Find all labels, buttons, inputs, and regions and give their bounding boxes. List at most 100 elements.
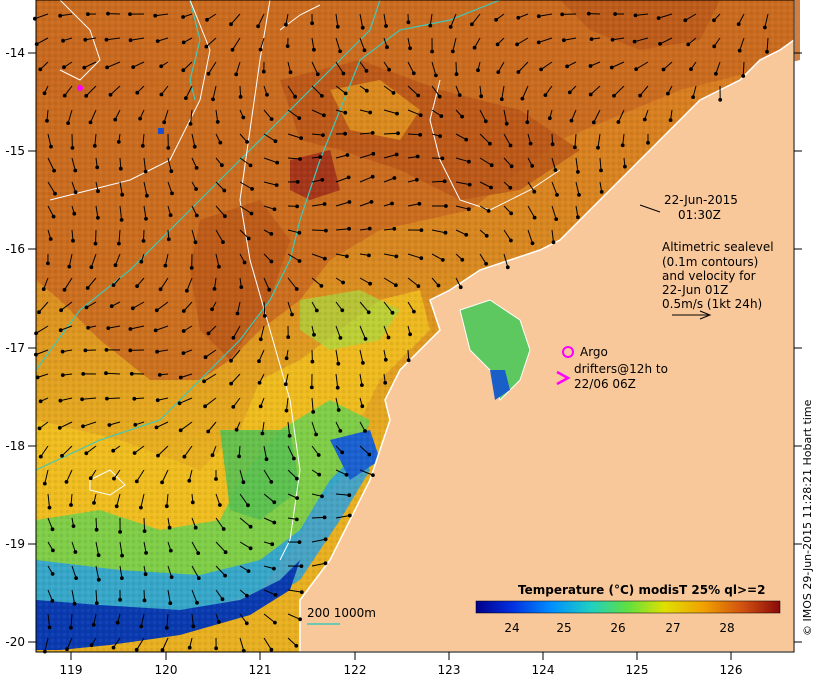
- velocity-arrowhead: [484, 261, 489, 266]
- velocity-arrow: [35, 325, 49, 334]
- velocity-arrowhead: [154, 425, 159, 430]
- velocity-arrowhead: [642, 117, 647, 122]
- velocity-arrow: [311, 421, 317, 435]
- velocity-arrowhead: [88, 120, 93, 125]
- velocity-arrow: [613, 85, 625, 97]
- velocity-arrowhead: [683, 18, 688, 23]
- velocity-arrowhead: [370, 131, 375, 135]
- velocity-arrow: [106, 37, 121, 41]
- velocity-arrow: [71, 565, 77, 579]
- velocity-arrowhead: [245, 593, 249, 598]
- velocity-arrow: [205, 349, 217, 358]
- velocity-arrow: [230, 13, 241, 25]
- velocity-arrowhead: [50, 527, 55, 532]
- velocity-arrowhead: [128, 327, 133, 331]
- velocity-arrowhead: [143, 169, 148, 174]
- velocity-arrow: [593, 109, 601, 123]
- velocity-arrow: [359, 325, 366, 340]
- velocity-arrowhead: [363, 429, 367, 433]
- velocity-arrowhead: [340, 450, 345, 455]
- velocity-arrowhead: [299, 136, 304, 141]
- velocity-arrow: [215, 109, 219, 122]
- velocity-arrowhead: [620, 143, 625, 148]
- velocity-arrow: [263, 277, 270, 290]
- velocity-arrow: [191, 133, 196, 147]
- velocity-arrowhead: [214, 646, 219, 651]
- lat-tick-15: -15: [5, 144, 802, 158]
- velocity-arrowhead: [248, 524, 253, 529]
- velocity-arrowhead: [139, 259, 144, 264]
- velocity-arrowhead: [221, 240, 225, 245]
- velocity-arrowhead: [220, 163, 224, 168]
- velocity-arrowhead: [434, 73, 438, 78]
- velocity-arrowhead: [269, 480, 274, 484]
- velocity-arrowhead: [104, 37, 109, 42]
- velocity-arrowhead: [167, 525, 172, 530]
- velocity-arrowhead: [241, 480, 246, 485]
- velocity-arrow: [383, 154, 397, 159]
- velocity-arrowhead: [347, 513, 352, 518]
- velocity-arrowhead: [192, 144, 197, 149]
- velocity-arrow: [95, 565, 100, 580]
- velocity-arrow: [87, 277, 97, 289]
- velocity-arrow: [212, 85, 217, 100]
- velocity-arrowhead: [194, 166, 199, 170]
- velocity-arrow: [612, 37, 625, 41]
- velocity-arrowhead: [515, 42, 519, 47]
- velocity-arrow: [287, 445, 295, 459]
- velocity-arrowhead: [508, 143, 513, 148]
- velocity-arrow: [551, 229, 554, 243]
- velocity-arrow: [286, 397, 289, 411]
- velocity-arrowhead: [86, 12, 90, 17]
- velocity-arrowhead: [190, 500, 195, 505]
- velocity-arrow: [501, 85, 505, 100]
- velocity-arrowhead: [82, 65, 87, 70]
- velocity-arrowhead: [203, 404, 208, 409]
- velocity-arrow: [479, 157, 492, 166]
- velocity-arrowhead: [166, 146, 171, 150]
- velocity-arrow: [335, 37, 341, 52]
- velocity-arrowhead: [476, 68, 480, 73]
- velocity-arrowhead: [62, 65, 66, 70]
- velocity-arrow: [237, 301, 241, 314]
- velocity-arrow: [407, 133, 421, 136]
- velocity-arrow: [575, 157, 579, 172]
- velocity-arrow: [239, 157, 251, 166]
- velocity-arrow: [134, 445, 145, 454]
- velocity-arrow: [142, 133, 145, 146]
- velocity-arrowhead: [83, 37, 88, 42]
- velocity-arrow: [95, 229, 97, 244]
- velocity-arrowhead: [460, 114, 465, 119]
- velocity-arrow: [119, 541, 123, 556]
- velocity-arrowhead: [120, 576, 124, 580]
- svg-text:120: 120: [155, 663, 178, 677]
- velocity-arrow: [182, 61, 193, 71]
- velocity-arrowhead: [317, 472, 322, 477]
- velocity-arrowhead: [60, 349, 65, 354]
- velocity-arrowhead: [109, 304, 114, 309]
- velocity-arrowhead: [38, 454, 43, 459]
- velocity-arrow: [140, 613, 145, 627]
- velocity-arrowhead: [262, 314, 267, 318]
- svg-text:28: 28: [719, 621, 734, 635]
- velocity-arrowhead: [286, 335, 291, 340]
- velocity-arrowhead: [132, 396, 137, 401]
- velocity-arrowhead: [52, 168, 56, 173]
- velocity-arrowhead: [58, 13, 63, 18]
- velocity-arrow: [207, 421, 217, 432]
- velocity-arrow: [43, 277, 49, 290]
- velocity-arrowhead: [244, 621, 249, 626]
- velocity-arrowhead: [458, 285, 463, 290]
- velocity-arrow: [160, 277, 169, 290]
- velocity-arrowhead: [532, 215, 537, 220]
- velocity-arrowhead: [217, 264, 221, 269]
- velocity-arrow: [167, 589, 171, 604]
- velocity-arrowhead: [211, 97, 215, 102]
- velocity-arrowhead: [344, 472, 349, 477]
- velocity-arrowhead: [466, 207, 471, 212]
- velocity-arrowhead: [185, 288, 189, 293]
- velocity-arrowhead: [160, 480, 165, 485]
- velocity-arrowhead: [60, 373, 65, 378]
- svg-text:25: 25: [556, 621, 571, 635]
- velocity-arrow: [739, 37, 745, 51]
